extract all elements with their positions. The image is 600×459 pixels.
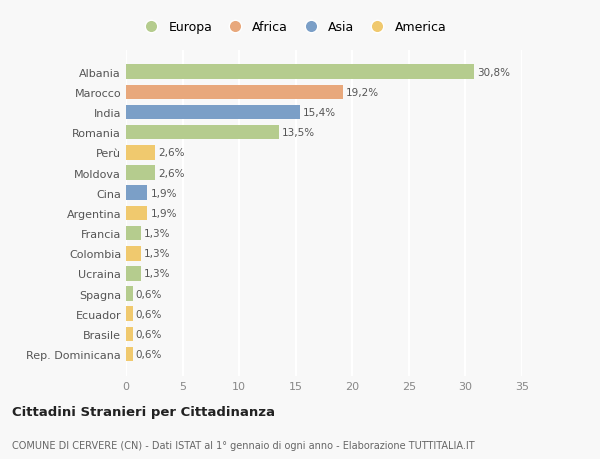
Bar	[126, 206, 148, 221]
Bar	[126, 327, 133, 341]
Text: 15,4%: 15,4%	[303, 108, 336, 118]
Legend: Europa, Africa, Asia, America: Europa, Africa, Asia, America	[139, 21, 446, 34]
Text: 0,6%: 0,6%	[136, 289, 162, 299]
Bar	[126, 287, 133, 301]
Bar	[126, 186, 148, 201]
Bar	[126, 106, 300, 120]
Text: 1,9%: 1,9%	[151, 208, 177, 218]
Bar	[126, 226, 141, 241]
Text: 19,2%: 19,2%	[346, 88, 379, 98]
Text: 2,6%: 2,6%	[158, 168, 185, 178]
Text: 1,3%: 1,3%	[143, 249, 170, 259]
Bar	[126, 126, 279, 140]
Text: 0,6%: 0,6%	[136, 309, 162, 319]
Text: 1,9%: 1,9%	[151, 188, 177, 198]
Bar	[126, 307, 133, 321]
Bar	[126, 85, 343, 100]
Bar	[126, 246, 141, 261]
Text: 13,5%: 13,5%	[281, 128, 314, 138]
Bar	[126, 146, 155, 160]
Text: 0,6%: 0,6%	[136, 329, 162, 339]
Text: 0,6%: 0,6%	[136, 349, 162, 359]
Text: Cittadini Stranieri per Cittadinanza: Cittadini Stranieri per Cittadinanza	[12, 405, 275, 418]
Bar	[126, 347, 133, 362]
Text: 2,6%: 2,6%	[158, 148, 185, 158]
Bar	[126, 166, 155, 180]
Text: 30,8%: 30,8%	[478, 67, 511, 78]
Text: 1,3%: 1,3%	[143, 229, 170, 239]
Text: 1,3%: 1,3%	[143, 269, 170, 279]
Bar	[126, 65, 475, 80]
Bar	[126, 267, 141, 281]
Text: COMUNE DI CERVERE (CN) - Dati ISTAT al 1° gennaio di ogni anno - Elaborazione TU: COMUNE DI CERVERE (CN) - Dati ISTAT al 1…	[12, 440, 475, 450]
